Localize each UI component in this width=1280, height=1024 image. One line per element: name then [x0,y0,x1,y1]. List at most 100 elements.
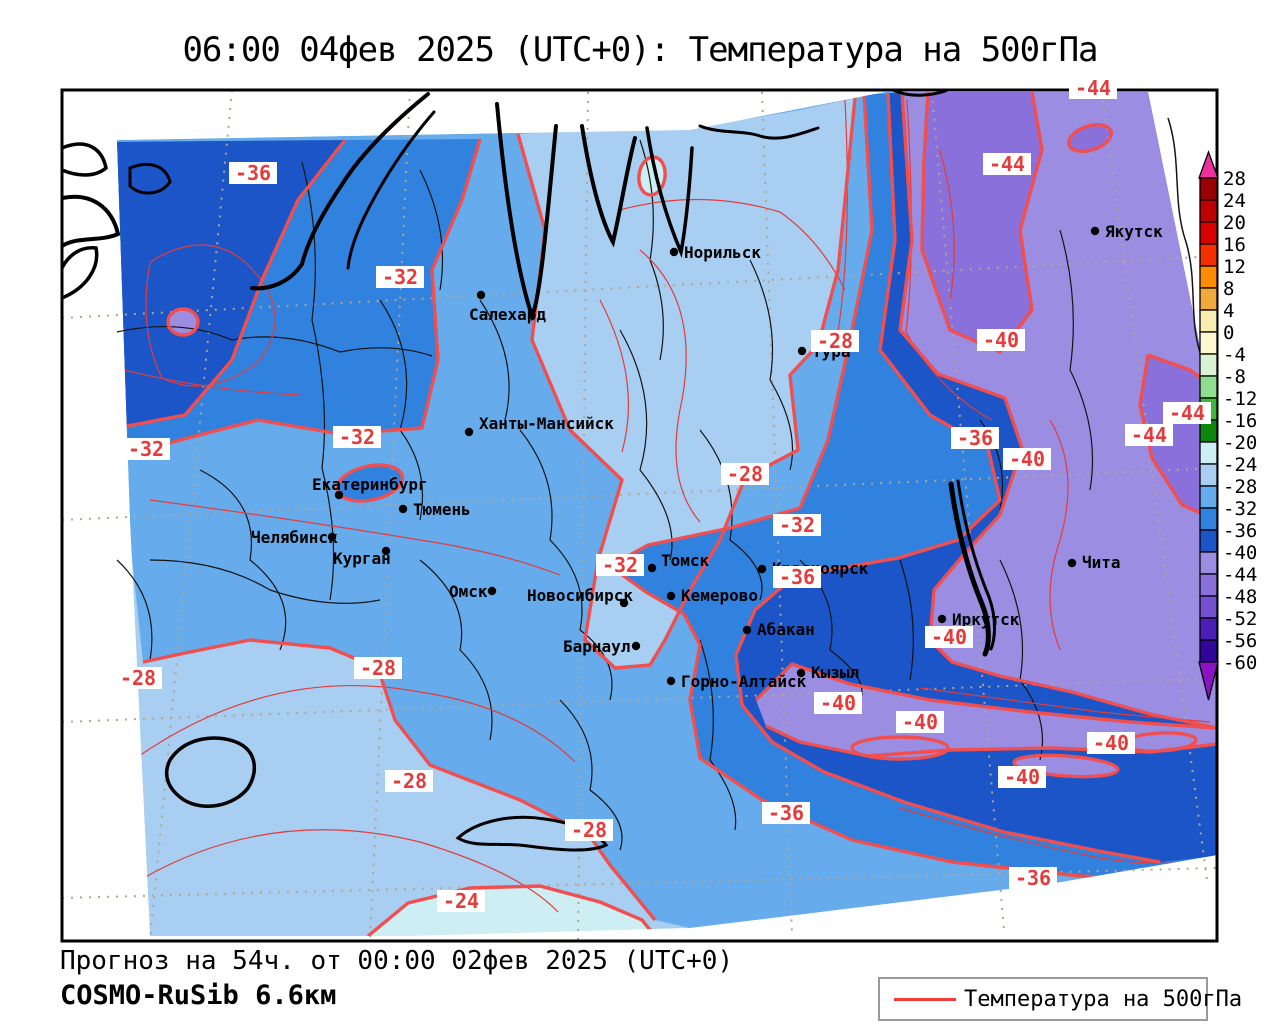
colorbar-tick: -28 [1223,476,1257,498]
colorbar-box [1199,353,1218,377]
city-label: Томск [661,551,710,570]
city-label: Салехард [469,305,546,324]
city-label: Кызыл [811,663,859,682]
svg-text:-44: -44 [1169,401,1205,425]
colorbar-box [1199,529,1218,553]
svg-text:-36: -36 [768,801,804,825]
city-marker [797,346,807,356]
colorbar-tick: 28 [1223,168,1246,190]
city-label: Екатеринбург [312,475,428,494]
city-marker [464,427,474,437]
colorbar-box [1199,573,1218,597]
colorbar-tick: -4 [1223,344,1246,366]
colorbar-box [1199,265,1218,289]
band-pocket [337,465,403,501]
contour-label: -40 [896,710,944,734]
colorbar-box [1199,221,1218,245]
city-marker [937,614,947,624]
admin-borders [116,117,1207,851]
city-label: Кемерово [681,586,758,605]
svg-text:-32: -32 [602,553,638,577]
city-label: Челябинск [251,528,338,547]
contour-label: -28 [811,329,859,353]
band-m44 [1140,355,1217,520]
city-marker [619,598,629,608]
contour-label: -40 [1003,447,1051,471]
svg-text:-36: -36 [1015,866,1051,890]
contour-label: -24 [437,889,485,913]
colorbar-tick: -20 [1223,432,1257,454]
city-marker [631,641,641,651]
page-title: 06:00 04фев 2025 (UTC+0): Температура на… [182,30,1098,70]
city-label: Иркутск [952,610,1020,629]
colorbar-box [1199,199,1218,223]
colorbar-box [1199,375,1218,399]
colorbar-tick: -52 [1223,608,1257,630]
city-label: Ханты-Мансийск [479,414,614,433]
model-name-line: COSMO-RuSib 6.6км [60,980,337,1011]
contour-label: -36 [773,565,821,589]
contour-label: -28 [354,656,402,680]
colorbar-tick: 24 [1223,190,1246,212]
city-marker [334,490,344,500]
city-marker [476,290,486,300]
svg-text:-28: -28 [360,656,396,680]
city-marker [757,564,767,574]
svg-text:-44: -44 [989,152,1025,176]
svg-text:-28: -28 [120,666,156,690]
city-marker [647,563,657,573]
contour-label: -28 [565,818,613,842]
city-marker [742,625,752,635]
city-marker [381,546,391,556]
svg-text:-32: -32 [779,513,815,537]
city-marker [669,247,679,257]
band-m36 [117,140,345,428]
cities: НорильскСалехардТураХанты-МансийскЕкатер… [251,222,1163,691]
contour-label: -40 [977,328,1025,352]
city-label: Тюмень [413,500,471,519]
contour-label: -32 [333,425,381,449]
colorbar-tick: -24 [1223,454,1257,476]
svg-text:-40: -40 [931,625,967,649]
legend-box-label: Температура на 500гПа [964,986,1243,1012]
svg-text:-28: -28 [571,818,607,842]
colorbar-tick: 12 [1223,256,1246,278]
contour-label: -28 [385,769,433,793]
city-label: Абакан [757,620,815,639]
colorbar-box [1199,243,1218,267]
colorbar-box [1199,507,1218,531]
svg-text:-32: -32 [382,265,418,289]
svg-text:-36: -36 [779,565,815,589]
contour-label: -44 [1163,401,1211,425]
svg-text:-32: -32 [339,425,375,449]
city-marker [398,504,408,514]
colorbar-tick: 16 [1223,234,1246,256]
svg-text:-40: -40 [1009,447,1045,471]
colorbar-tick: 4 [1223,300,1234,322]
contour-label: -36 [1009,866,1057,890]
contour-label: -32 [376,265,424,289]
contour-label: -36 [229,161,277,185]
colorbar-tick: -44 [1223,564,1257,586]
colorbar-box [1199,595,1218,619]
colorbar-box [1199,287,1218,311]
temperature-isoline-sample [894,997,956,1001]
colorbar-tick: 0 [1223,322,1234,344]
colorbar-tick: -36 [1223,520,1257,542]
colorbar-tick: 20 [1223,212,1246,234]
svg-text:-44: -44 [1131,423,1167,447]
svg-text:-36: -36 [957,426,993,450]
contour-label: -36 [951,426,999,450]
contour-labels: -36 -32 -32 -32 -28 -28 -28 -28 -24 -28 -28 -32 -32 -… [114,76,1211,913]
city-label: Якутск [1105,222,1163,241]
colorbar-tick: 8 [1223,278,1234,300]
city-marker [1067,558,1077,568]
svg-text:-40: -40 [983,328,1019,352]
contour-label: -44 [983,152,1031,176]
city-marker [666,591,676,601]
colorbar-box [1199,331,1218,355]
city-marker [487,586,497,596]
colorbar: 2824201612840-4-8-12-16-20-24-28-32-36-4… [1198,150,1257,701]
colorbar-tick: -60 [1223,652,1257,674]
